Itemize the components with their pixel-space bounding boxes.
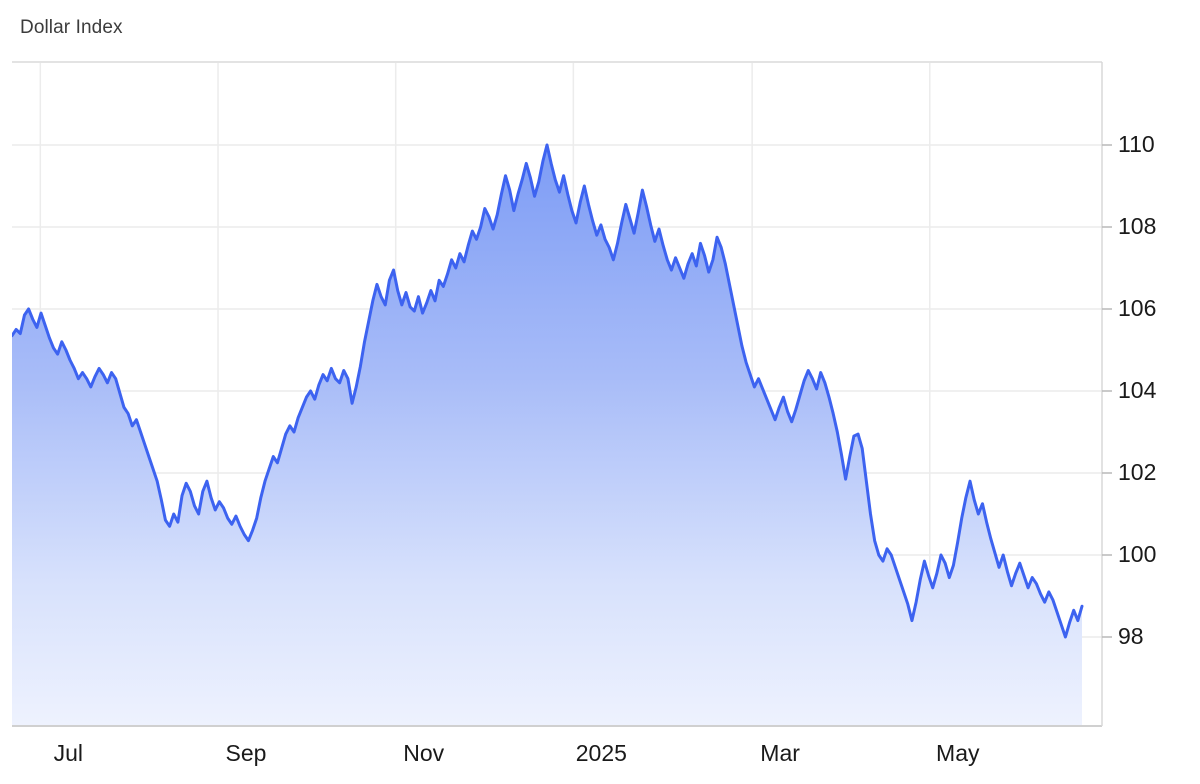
y-axis-tick-marks	[1102, 144, 1112, 638]
x-axis-tick-label: 2025	[575, 740, 627, 766]
series-group	[12, 143, 1084, 725]
x-axis-tick-label: May	[936, 740, 980, 766]
area-fill	[12, 145, 1082, 725]
x-axis-tick-label: Nov	[403, 740, 445, 766]
axis-lines	[12, 61, 1103, 727]
y-axis-tick-label: 102	[1118, 459, 1157, 485]
y-axis-tick-label: 106	[1118, 295, 1157, 321]
y-axis-tick-label: 104	[1118, 377, 1157, 403]
y-axis-tick-label: 100	[1118, 541, 1157, 567]
y-axis-tick-label: 110	[1118, 131, 1155, 157]
y-axis-tick-label: 108	[1118, 213, 1157, 239]
chart-title: Dollar Index	[20, 17, 123, 38]
y-axis-tick-label: 98	[1118, 623, 1144, 649]
series-line	[12, 143, 1084, 639]
x-axis-tick-label: Jul	[53, 740, 84, 766]
x-axis-tick-label: Mar	[760, 740, 800, 766]
x-axis-tick-label: Sep	[225, 740, 267, 766]
